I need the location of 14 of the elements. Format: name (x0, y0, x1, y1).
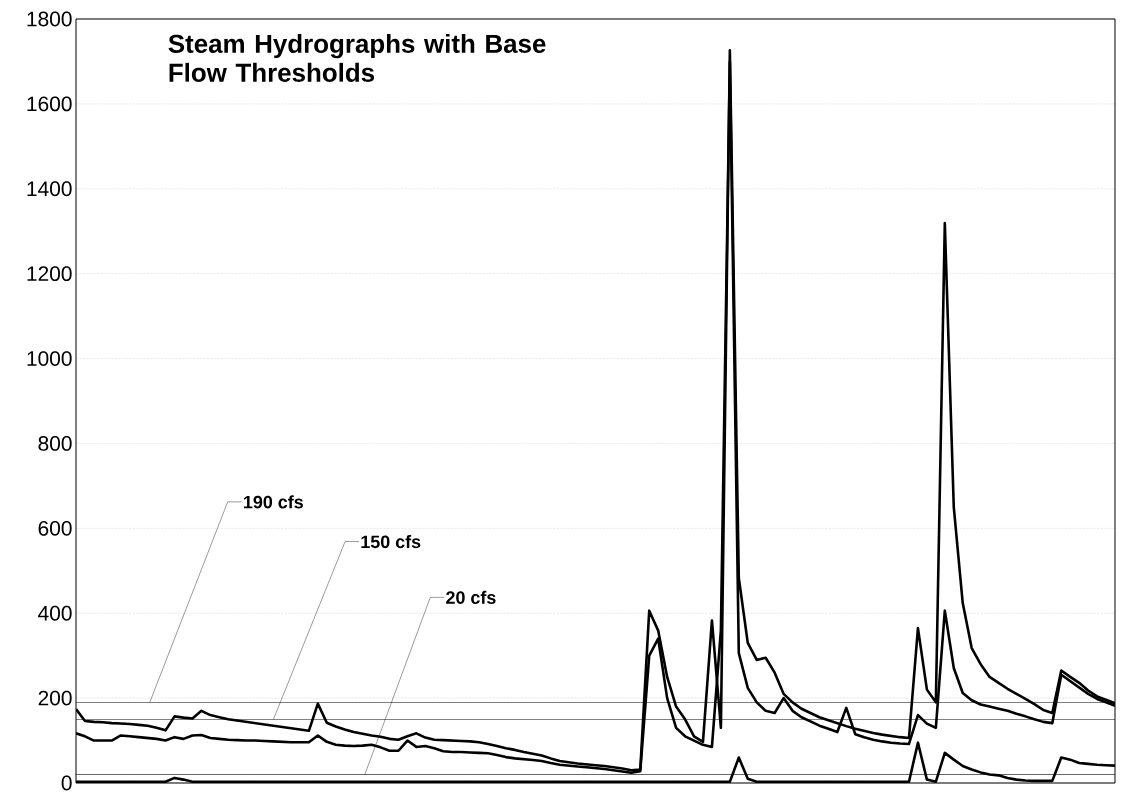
y-tick-label: 1400 (27, 181, 72, 197)
y-tick-label: 0 (61, 775, 72, 791)
y-tick-label: 400 (38, 605, 72, 621)
y-tick-label: 1600 (27, 96, 72, 112)
ref-line-label: 190 cfs (244, 495, 303, 509)
y-tick-label: 600 (38, 520, 72, 536)
ref-line-label: 150 cfs (361, 534, 421, 549)
ref-line-label: 20 cfs (446, 590, 496, 604)
text: Steam Hydrographs with Base Flow Thresholds (168, 33, 546, 82)
y-tick-label: 1000 (27, 351, 72, 366)
y-tick-label: 200 (38, 690, 72, 706)
y-tick-label: 1800 (27, 11, 72, 27)
y-tick-label: 800 (38, 436, 72, 451)
y-tick-label: 1200 (27, 266, 72, 282)
